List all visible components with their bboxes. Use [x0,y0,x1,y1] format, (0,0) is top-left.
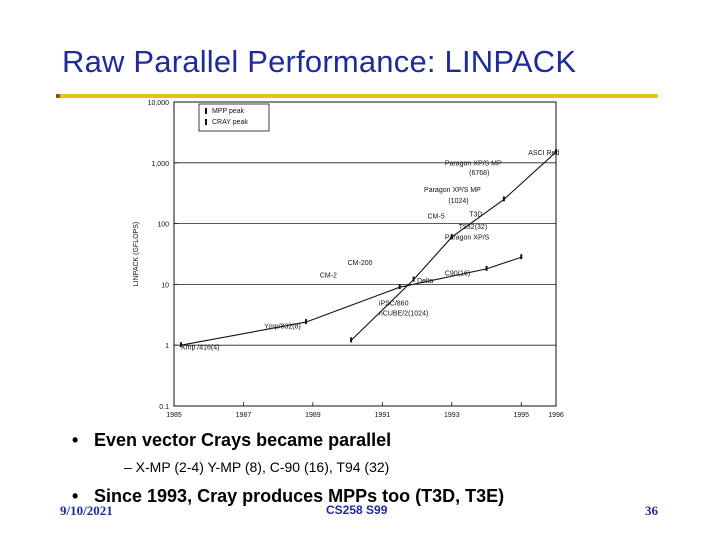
x-tick-label: 1996 [548,412,564,419]
y-tick-label: 10 [161,282,169,289]
y-tick-label: 10,000 [148,100,170,107]
data-label: (1024) [448,198,468,205]
chart-axes: 0.1 1 10 100 1,000 10,000 1985 1987 1989 1991 1993… [133,100,564,419]
y-tick-label: 1 [165,343,169,350]
data-label: Paragon XP/S [445,234,490,241]
title-underline [56,94,658,98]
data-label: ASCI Red [528,150,559,157]
y-tick-label: 1,000 [151,161,169,168]
x-tick-label: 1985 [166,412,182,419]
legend-entry: MPP peak [212,108,245,115]
data-label: T932(32) [459,224,487,231]
data-label: C90(16) [445,271,470,278]
data-point-marker [179,342,182,348]
chart-annotations: Xmp /416(4) Ymp/832(8) CM-2 CM-200 CM-5 iPSC/… [181,150,560,352]
data-label: CM-200 [348,260,373,267]
series-line-cray-peak [180,256,522,346]
footer-date: 9/10/2021 [60,503,113,518]
x-tick-label: 1993 [444,412,460,419]
data-label: CM-2 [320,272,337,279]
data-label: iPSC/860 [379,300,409,307]
linpack-chart: 0.1 1 10 100 1,000 10,000 1985 1987 1989 1991 1993… [133,100,564,419]
footer-course: CS258 S99 [326,503,388,517]
data-label: (6768) [469,170,489,177]
bullet-vector-crays: • Even vector Crays became parallel [72,430,391,451]
legend-marker [205,119,207,125]
footer-page-number: 36 [645,503,658,518]
data-point-marker [450,234,453,240]
data-label: Paragon XP/S MP [424,187,481,194]
data-point-marker [502,196,505,202]
bullet-text: Since 1993, Cray produces MPPs too (T3D,… [94,486,505,506]
data-label: Xmp /416(4) [181,344,220,351]
data-point-marker [350,337,353,343]
legend-marker [205,108,207,114]
x-tick-label: 1989 [305,412,321,419]
slide-title: Raw Parallel Performance: LINPACK [62,44,577,79]
data-point-marker [304,319,307,325]
y-tick-label: 0.1 [159,404,169,411]
y-axis-label: LINPACK (GFLOPS) [133,222,140,286]
data-point-marker [520,254,523,260]
sub-bullet-cray-models: – X-MP (2-4) Y-MP (8), C-90 (16), T94 (3… [124,459,390,475]
x-tick-label: 1991 [375,412,391,419]
data-point-marker [398,284,401,290]
x-tick-label: 1995 [513,412,529,419]
data-point-marker [555,149,557,155]
data-label: T3D [469,212,482,219]
data-label: Paragon XP/S MP [445,161,502,168]
data-label: CM-5 [428,213,445,220]
legend-box [198,103,270,132]
legend-entry: CRAY peak [212,119,248,126]
data-point-marker [412,276,415,282]
title-underline-mark [56,94,60,98]
x-tick-label: 1987 [236,412,252,419]
data-label: Delta [417,278,433,285]
y-tick-label: 100 [157,222,169,229]
bullet-glyph: • [72,486,79,506]
data-label: nCUBE/2(1024) [379,310,428,317]
plot-frame [173,101,557,407]
bullet-cray-mpps: • Since 1993, Cray produces MPPs too (T3D… [72,486,504,507]
bullet-text: Even vector Crays became parallel [94,430,392,450]
data-point-marker [485,265,488,271]
chart-grid [174,162,556,346]
bullet-glyph: • [72,430,79,450]
chart-legend: MPP peak CRAY peak [198,103,270,132]
chart-series [179,149,557,348]
data-label: Ymp/832(8) [264,323,301,330]
